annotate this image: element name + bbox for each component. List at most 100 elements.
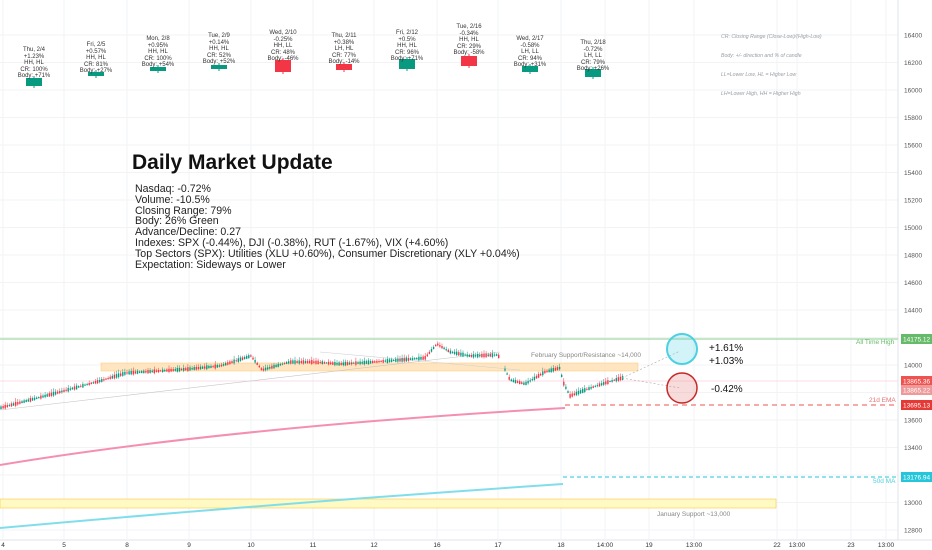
candle-body	[529, 380, 531, 382]
candle-body	[535, 375, 538, 379]
candle-body	[372, 361, 374, 364]
candle-body	[325, 362, 328, 364]
candle-body	[313, 361, 315, 363]
candle-body	[94, 381, 97, 384]
candle-body	[208, 365, 210, 369]
daily-annotation-line: -0.58%	[520, 42, 540, 49]
daily-annotation-line: HH, HL	[24, 60, 44, 67]
candle-body	[283, 363, 286, 365]
x-tick-label: 22	[773, 542, 781, 549]
legend-line: Body: +/- direction and % of candle	[721, 53, 802, 60]
candle-body	[531, 379, 533, 381]
candle-body	[90, 382, 92, 385]
daily-annotation-line: LH, HL	[334, 46, 354, 53]
candle-body	[418, 356, 420, 361]
candle-body	[378, 360, 380, 363]
candle-body	[46, 394, 48, 397]
candle-body	[514, 379, 517, 383]
daily-annotation-line: +0.57%	[85, 48, 107, 55]
candle-body	[393, 359, 395, 362]
daily-annotation-line: Body: +71%	[390, 56, 424, 63]
daily-annotation-line: Body: +26%	[576, 66, 610, 73]
candle-body	[521, 382, 523, 384]
candle-body	[157, 369, 160, 373]
price-badge-last2: 13865.22	[903, 388, 930, 395]
daily-annotation-line: +0.38%	[333, 39, 355, 46]
candle-body	[4, 404, 6, 409]
candle-body	[460, 352, 462, 356]
daily-annotation: Thu, 2/11 +0.38% LH, HL CR: 77% Body: -14%	[319, 33, 369, 66]
candle-body	[155, 370, 158, 372]
x-tick-label: 13:00	[878, 542, 895, 549]
candle-body	[590, 387, 592, 389]
x-tick-label: 13:00	[789, 542, 806, 549]
candle-body	[525, 381, 527, 385]
candle-body	[2, 406, 4, 409]
price-badge-bg	[901, 472, 932, 482]
candle-body	[609, 380, 611, 383]
candle-body	[164, 370, 166, 372]
price-badge-bg	[901, 334, 932, 344]
price-badges: 14175.12 13865.36 13865.22 13695.13 13176.94	[901, 334, 932, 482]
candle-body	[191, 368, 193, 370]
daily-annotation-line: HH, HL	[397, 43, 417, 50]
candle-body	[141, 371, 143, 374]
candle-body	[453, 351, 456, 355]
candle-body	[546, 370, 548, 373]
candle-body	[338, 362, 340, 366]
price-badge-ma50: 13176.94	[903, 475, 930, 482]
candle-body	[437, 343, 439, 346]
candle-body	[430, 349, 433, 352]
candle-body	[306, 360, 309, 364]
candle-body	[390, 359, 393, 362]
candle-body	[462, 352, 464, 357]
candle-body	[357, 362, 359, 364]
candle-body	[498, 354, 500, 359]
candle-body	[355, 361, 357, 365]
candle-body	[540, 373, 542, 376]
daily-annotation-line: CR: 52%	[206, 52, 231, 59]
daily-annotation-line: CR: 79%	[580, 59, 605, 66]
candle-body	[565, 386, 567, 389]
candle-body	[88, 383, 90, 385]
daily-annotation-line: -0.25%	[273, 36, 293, 43]
candle-body	[273, 364, 275, 369]
candle-body	[275, 364, 277, 368]
candle-body	[180, 368, 183, 371]
candle-body	[464, 354, 466, 356]
candle-body	[613, 379, 615, 381]
candle-body	[399, 358, 401, 362]
candle-body	[458, 352, 460, 356]
candle-body	[603, 382, 605, 385]
x-tick-label: 19	[645, 542, 653, 549]
projection-path-down	[621, 377, 681, 389]
candle-body	[424, 356, 426, 360]
candle-body	[468, 354, 470, 357]
y-tick-label: 16000	[904, 88, 922, 95]
candle-body	[193, 367, 195, 370]
candle-body	[115, 374, 118, 378]
candle-body	[231, 361, 233, 364]
candle-body	[600, 383, 603, 386]
candle-body	[67, 387, 69, 392]
x-tick-label: 17	[494, 542, 502, 549]
price-badge-bg	[901, 400, 932, 410]
candle-body	[189, 367, 191, 371]
candle-body	[149, 370, 151, 373]
projection-up-circle	[666, 333, 698, 365]
candle-body	[519, 381, 521, 385]
daily-annotation-line: Body: -58%	[453, 50, 485, 57]
candle-body	[252, 357, 254, 360]
projection-up1: +1.61%	[709, 343, 744, 354]
candle-body	[596, 385, 599, 387]
candle-body	[206, 365, 208, 370]
candle-body	[342, 362, 344, 366]
price-axis[interactable]: 1280013000132001340013600138001400014200…	[904, 33, 922, 535]
candle-body	[474, 355, 477, 357]
x-tick-label: 12	[370, 542, 378, 549]
candle-body	[86, 383, 88, 386]
time-axis[interactable]: 4 5 8 9 10 11 12 16 17 18 14:00 19 13:00 22 13:00 23 13:…	[1, 542, 894, 549]
candle-body	[592, 386, 594, 388]
daily-annotation-line: CR: 81%	[83, 61, 108, 68]
